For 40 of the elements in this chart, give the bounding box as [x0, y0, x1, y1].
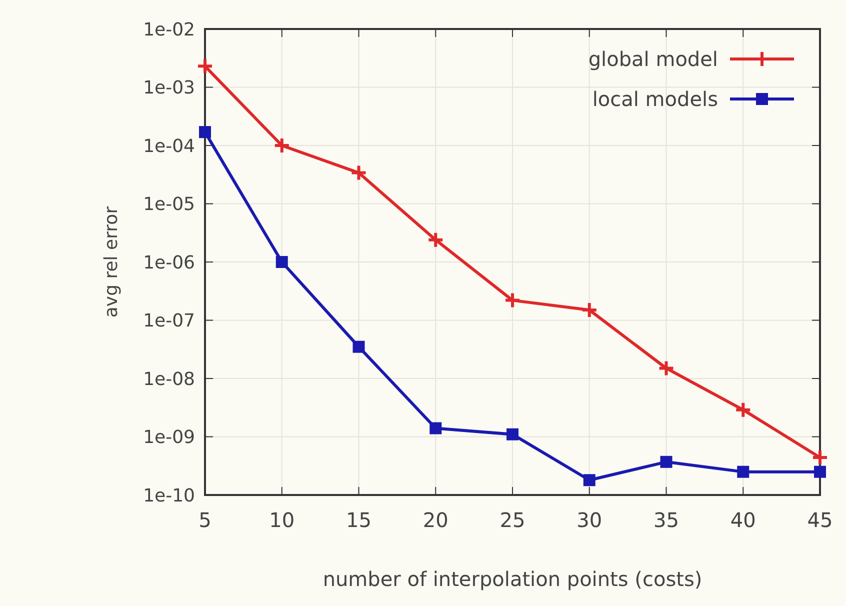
point — [737, 466, 750, 478]
point — [350, 164, 368, 182]
x-tick-label: 35 — [654, 508, 679, 532]
x-tick-label: 25 — [500, 508, 526, 532]
point — [506, 428, 518, 440]
point — [812, 449, 828, 466]
point — [276, 256, 288, 268]
point — [580, 301, 598, 318]
y-tick-label: 1e-04 — [143, 136, 195, 157]
point — [658, 360, 675, 377]
point — [196, 58, 214, 75]
point — [504, 292, 521, 309]
y-tick-label: 1e-07 — [143, 310, 195, 332]
y-tick-label: 1e-03 — [143, 78, 195, 99]
x-tick-label: 30 — [576, 508, 602, 532]
legend-label: global model — [588, 47, 718, 71]
x-tick-label: 40 — [730, 508, 756, 532]
y-tick-label: 1e-08 — [143, 368, 195, 390]
point — [430, 422, 442, 434]
y-tick-label: 1e-06 — [143, 252, 195, 274]
y-tick-label: 1e-05 — [143, 194, 195, 216]
y-axis-title: avg rel error — [101, 206, 122, 318]
point — [660, 456, 672, 468]
y-tick-label: 1e-09 — [143, 427, 195, 448]
x-tick-label: 10 — [269, 508, 295, 532]
x-tick-label: 5 — [198, 508, 212, 532]
point — [734, 401, 752, 418]
point — [352, 340, 365, 353]
x-tick-label: 15 — [346, 508, 372, 532]
x-tick-label: 45 — [807, 508, 833, 532]
legend-label: local models — [592, 87, 718, 111]
x-tick-label: 20 — [422, 508, 448, 532]
y-tick-label: 1e-02 — [143, 19, 195, 40]
point — [199, 126, 211, 138]
point — [583, 474, 596, 486]
point — [273, 137, 290, 154]
y-tick-label: 1e-10 — [143, 485, 195, 506]
point — [814, 466, 826, 478]
point — [427, 231, 444, 248]
x-axis-title: number of interpolation points (costs) — [322, 567, 702, 591]
